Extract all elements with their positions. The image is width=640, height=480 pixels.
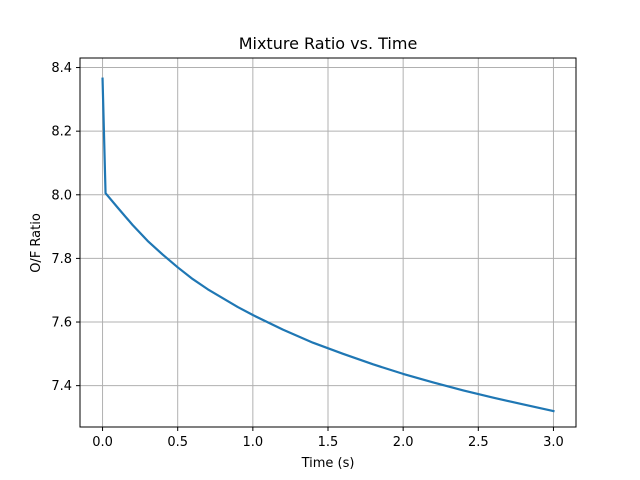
- y-tick-label: 8.0: [51, 188, 72, 203]
- y-tick-label: 7.4: [51, 379, 72, 394]
- y-tick-label: 7.8: [51, 252, 72, 267]
- x-tick-label: 1.5: [318, 435, 339, 450]
- x-tick-label: 2.0: [393, 435, 414, 450]
- y-tick-label: 8.2: [51, 125, 72, 140]
- series-layer: [101, 77, 555, 413]
- x-tick-label: 1.0: [243, 435, 264, 450]
- grid: [80, 58, 576, 427]
- x-tick-label: 0.0: [92, 435, 113, 450]
- x-tick-label: 3.0: [543, 435, 564, 450]
- series-line-0: [101, 77, 555, 413]
- x-axis-label: Time (s): [301, 456, 355, 471]
- x-tick-label: 0.5: [167, 435, 188, 450]
- y-tick-label: 7.6: [51, 316, 72, 331]
- ticks: 0.0 0.5 1.0 1.5 2.0 2.5 3.0 7.4 7.6 7.8 8.0 8.2 8.4: [51, 61, 563, 450]
- y-tick-label: 8.4: [51, 61, 72, 76]
- x-tick-label: 2.5: [468, 435, 489, 450]
- chart-title: Mixture Ratio vs. Time: [239, 34, 418, 53]
- y-axis-label: O/F Ratio: [29, 213, 44, 273]
